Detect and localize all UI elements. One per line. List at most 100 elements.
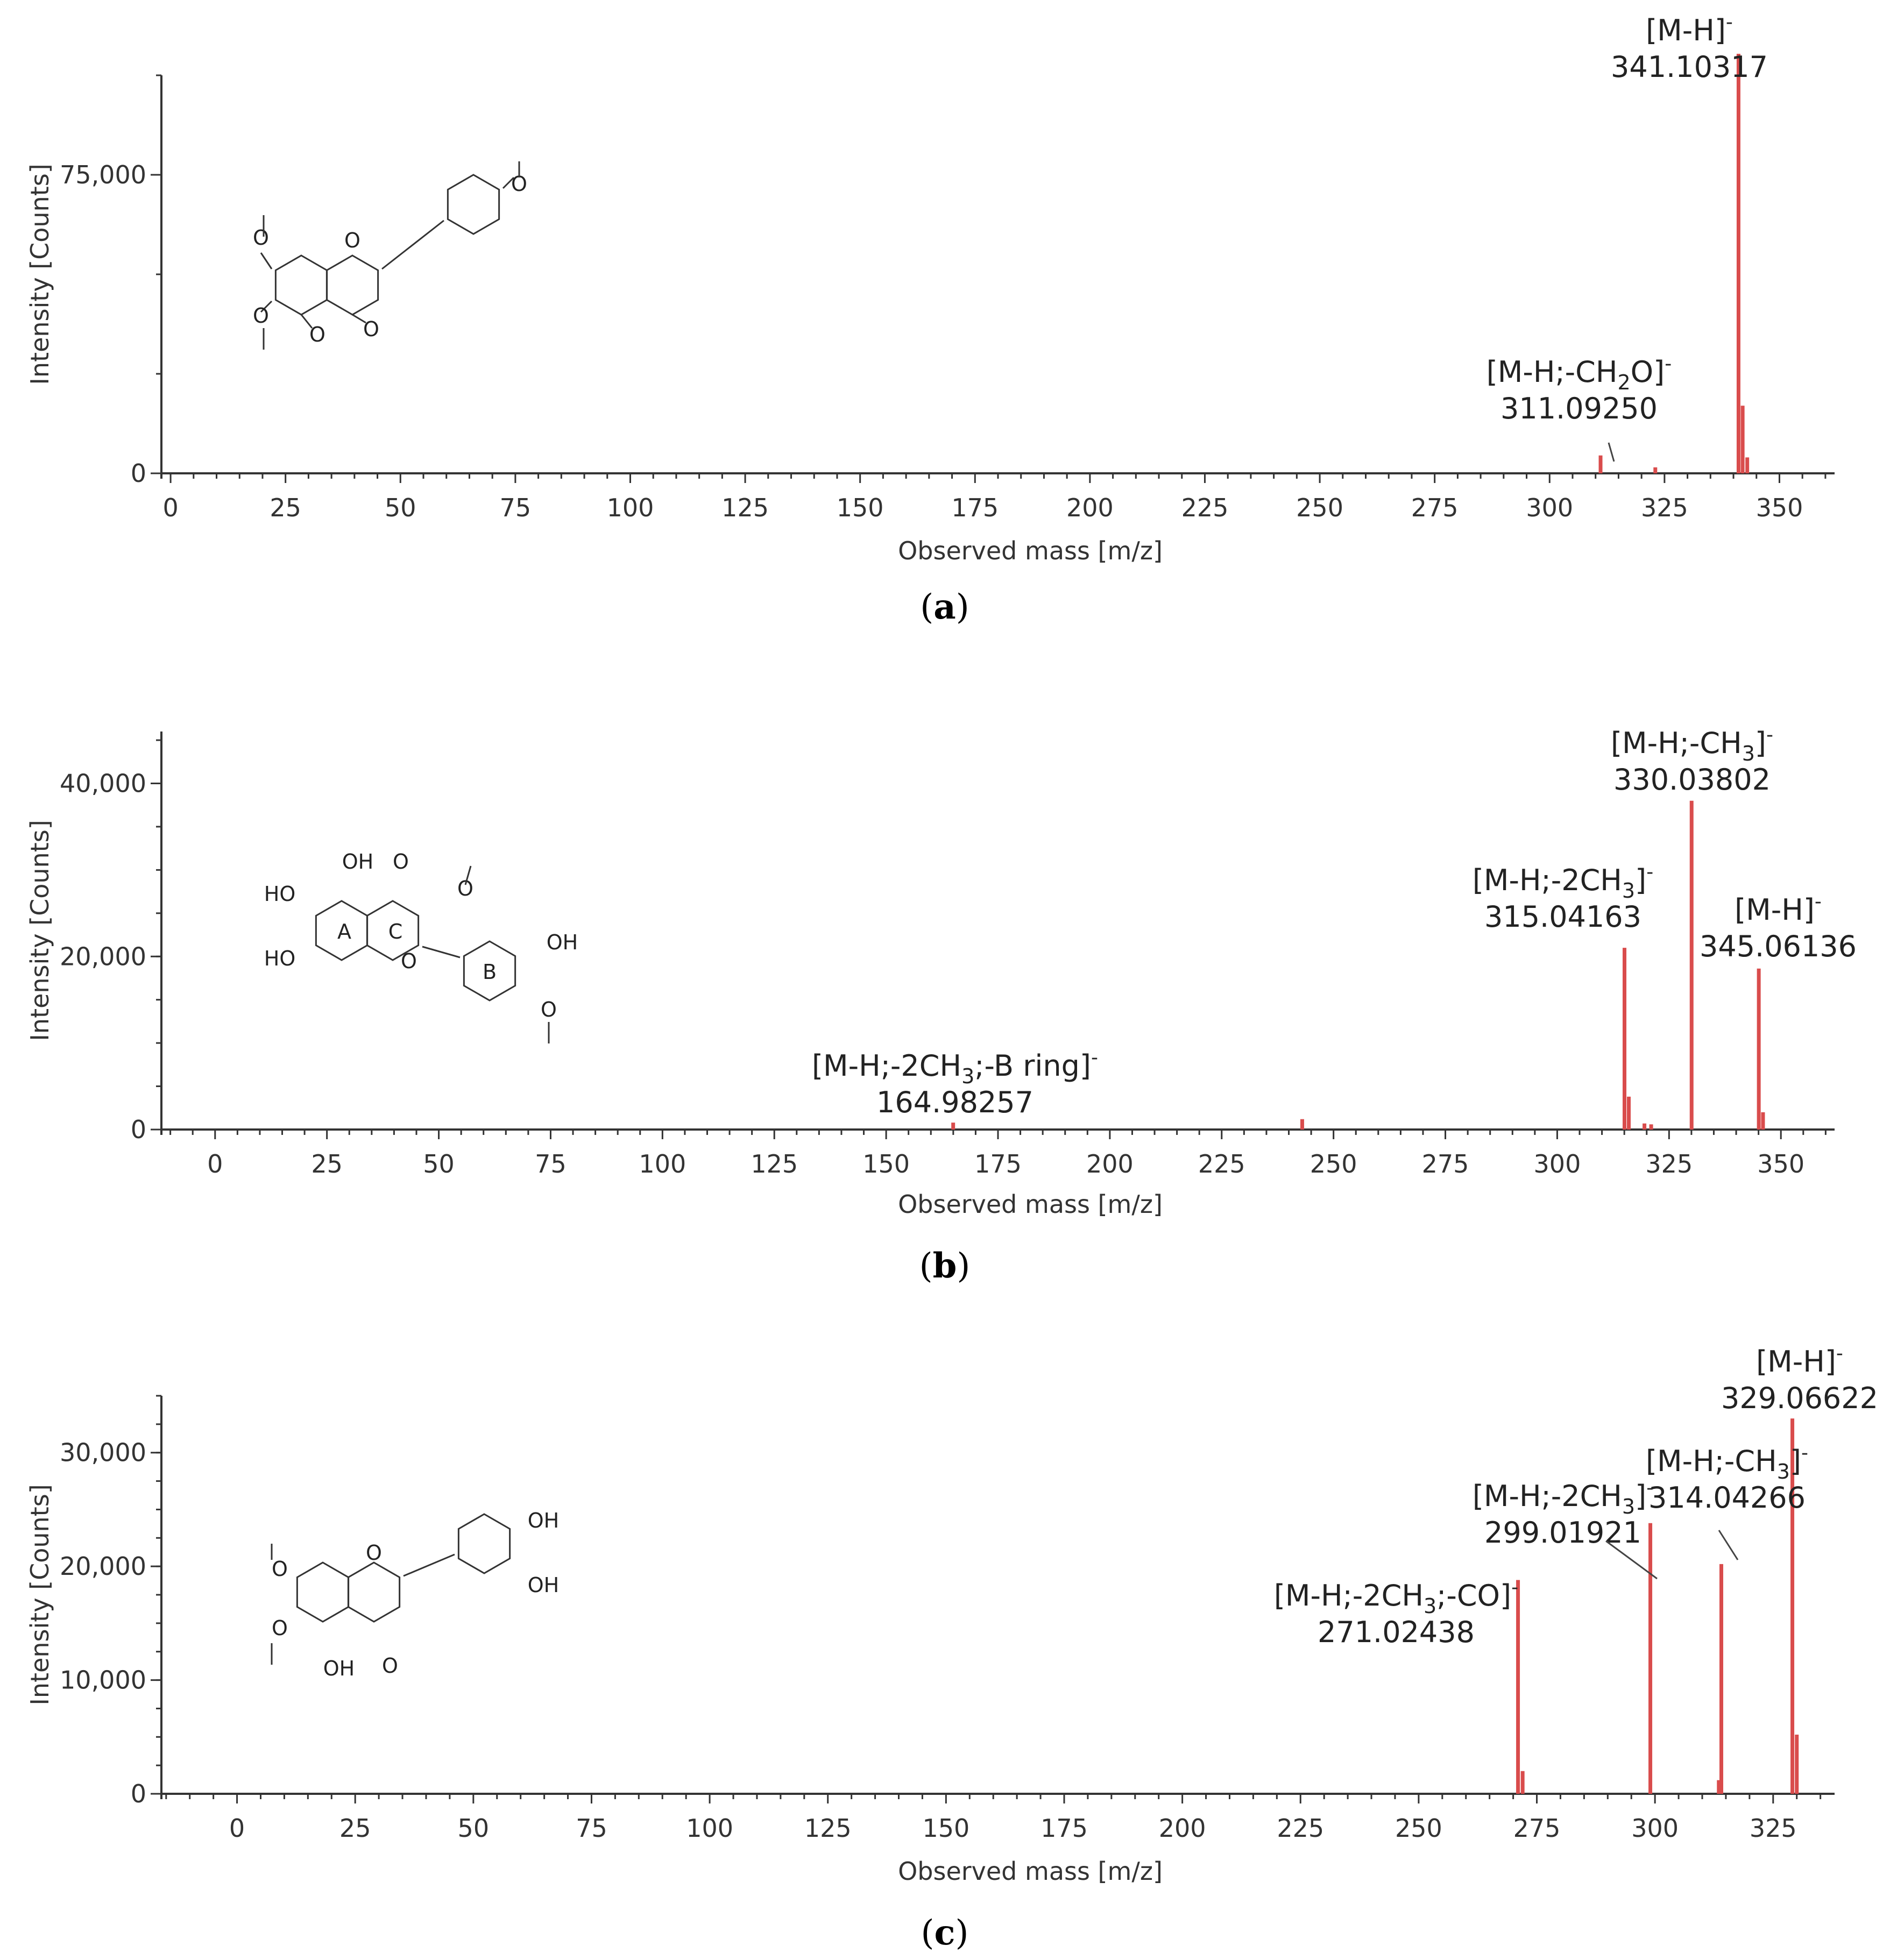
atom-label: OH [528, 1509, 559, 1532]
x-tick-label: 150 [837, 493, 884, 522]
atom-label: O [393, 850, 409, 874]
caption-open-paren: ( [920, 587, 933, 627]
ion-label-main: [M-H;-CH [1486, 355, 1618, 389]
peak-annotation-mz: 164.98257 [876, 1085, 1034, 1119]
molecule-structure-c: O OH O OH O O OH [271, 1509, 559, 1680]
peak-annotation-ion: [M-H;-2CH3]- [1473, 1477, 1653, 1518]
x-tick-label: 275 [1513, 1814, 1561, 1843]
bond-line [403, 1553, 455, 1577]
peak-annotation-ion: [M-H]- [1646, 11, 1733, 47]
peak-annotation-mz: 314.04266 [1648, 1481, 1806, 1515]
ring-label: A [337, 920, 351, 943]
y-tick-label: 0 [131, 459, 146, 488]
chart-panel-b: 0 25 50 75 100 125 150 175 200 225 250 275 300 325 350… [25, 724, 1857, 1286]
ring-b [463, 940, 516, 1002]
ion-label-charge: - [1665, 353, 1672, 375]
x-tick-label: 175 [974, 1149, 1022, 1178]
x-tick-label: 350 [1756, 493, 1803, 522]
panel-caption: (b) [919, 1246, 971, 1286]
bond-line [260, 300, 273, 313]
ion-label-main: [M-H] [1756, 1345, 1836, 1379]
x-tick-label: 200 [1159, 1814, 1206, 1843]
ion-label-subscript: 3 [1424, 1594, 1436, 1618]
x-tick-label: 100 [639, 1149, 686, 1178]
x-axis-title: Observed mass [m/z] [898, 536, 1163, 565]
ring-c [347, 1561, 401, 1623]
peak-annotation-mz: 271.02438 [1318, 1615, 1475, 1649]
ring-b [447, 174, 500, 235]
y-tick-label: 30,000 [60, 1438, 146, 1467]
ion-label-tail: ;-B ring] [974, 1049, 1091, 1083]
bond-line [352, 314, 366, 324]
ion-label-subscript: 3 [1742, 742, 1755, 765]
x-axis-title: Observed mass [m/z] [898, 1190, 1163, 1219]
x-tick-label: 350 [1757, 1149, 1804, 1178]
caption-open-paren: ( [921, 1913, 935, 1953]
x-tick-label: 125 [804, 1814, 852, 1843]
x-tick-label: 75 [535, 1149, 567, 1178]
x-tick-label: 325 [1645, 1149, 1693, 1178]
atom-label: O [541, 998, 557, 1021]
peak-annotation-mz: 329.06622 [1721, 1381, 1878, 1415]
ion-label-tail: ] [1635, 863, 1646, 897]
peak-annotation-ion: [M-H;-2CH3;-CO]- [1274, 1576, 1518, 1618]
bond-line [464, 865, 472, 885]
ion-label-charge: - [1836, 1343, 1843, 1365]
atom-label: HO [264, 882, 295, 906]
atom-label: O [457, 877, 473, 900]
peak-annotation-mz: 311.09250 [1500, 392, 1658, 425]
x-tick-label: 200 [1086, 1149, 1134, 1178]
x-tick-label: 75 [500, 493, 532, 522]
ion-label-subscript: 3 [1622, 1495, 1635, 1518]
x-tick-label: 0 [229, 1814, 245, 1843]
ion-label-charge: - [1646, 861, 1653, 883]
chart-panel-a: 0 25 50 75 100 125 150 175 200 225 250 275 300 325 350… [25, 11, 1835, 627]
ion-label-tail: ] [1755, 726, 1766, 760]
y-tick-label: 75,000 [60, 160, 146, 189]
bond-line [381, 219, 444, 270]
y-tick-label: 0 [131, 1779, 146, 1808]
x-tick-label: 25 [311, 1149, 343, 1178]
x-tick-label: 200 [1066, 493, 1114, 522]
atom-label: O [272, 1616, 288, 1640]
x-tick-label: 325 [1641, 493, 1688, 522]
ion-label-tail: O] [1631, 355, 1665, 389]
peak-annotation-ion: [M-H;-CH3]- [1646, 1442, 1808, 1483]
annotation-leader-line [1605, 1540, 1658, 1580]
ion-label-tail: ;-CO] [1436, 1579, 1511, 1613]
ion-label-subscript: 2 [1617, 371, 1630, 394]
ion-label-charge: - [1801, 1442, 1808, 1464]
y-tick-label: 20,000 [60, 1552, 146, 1581]
ion-label-charge: - [1646, 1477, 1653, 1499]
y-tick-label: 10,000 [60, 1666, 146, 1695]
x-tick-label: 25 [270, 493, 301, 522]
chart-panel-c: 0 25 50 75 100 125 150 175 200 225 250 275 300 325 0 10… [25, 1343, 1878, 1953]
atom-label: O [401, 949, 417, 973]
ring-b [457, 1513, 511, 1574]
bond-line [300, 314, 313, 329]
panel-caption: (a) [920, 587, 969, 627]
x-tick-label: 225 [1198, 1149, 1245, 1178]
ion-label-main: [M-H] [1735, 893, 1815, 927]
ring-c [325, 254, 379, 316]
atom-label: O [382, 1654, 398, 1678]
atom-label: O [363, 317, 379, 341]
atom-label: O [253, 226, 269, 250]
ion-label-charge: - [1766, 724, 1773, 746]
ion-label-main: [M-H;-2CH [1274, 1579, 1424, 1613]
x-axis-title: Observed mass [m/z] [898, 1857, 1163, 1886]
bond-line [502, 176, 515, 189]
x-tick-label: 100 [686, 1814, 733, 1843]
atom-label: OH [528, 1573, 559, 1597]
ion-label-charge: - [1815, 891, 1822, 913]
peak-annotation-ion: [M-H;-2CH3]- [1473, 861, 1653, 903]
panel-caption: (c) [921, 1913, 969, 1953]
caption-close-paren: ) [956, 587, 969, 627]
peak-annotation-mz: 299.01921 [1484, 1516, 1641, 1550]
x-tick-label: 125 [721, 493, 769, 522]
atom-label: O [253, 304, 269, 328]
caption-letter: a [933, 587, 955, 627]
peak-annotation-mz: 345.06136 [1700, 929, 1857, 963]
